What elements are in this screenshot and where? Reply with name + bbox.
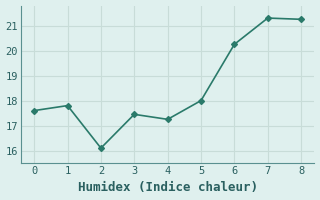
X-axis label: Humidex (Indice chaleur): Humidex (Indice chaleur)	[78, 181, 258, 194]
